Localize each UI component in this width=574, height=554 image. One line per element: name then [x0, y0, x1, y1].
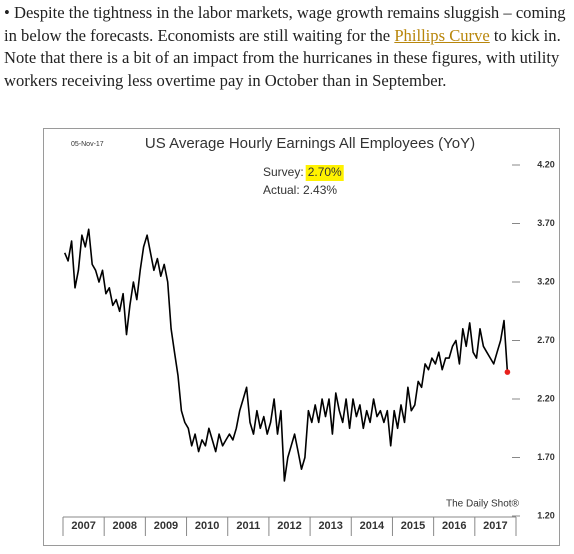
- chart-title: US Average Hourly Earnings All Employees…: [145, 135, 475, 152]
- x-tick-label: 2010: [195, 520, 219, 532]
- y-tick-label: 2.70: [537, 335, 555, 345]
- chart-frame: 05-Nov-17 US Average Hourly Earnings All…: [43, 128, 560, 546]
- x-tick-label: 2014: [360, 520, 385, 532]
- chart-date: 05-Nov-17: [71, 141, 104, 148]
- y-tick-label: 2.20: [537, 393, 555, 403]
- annotation: 2.70%: [308, 165, 342, 179]
- link[interactable]: Phillips Curve: [394, 25, 490, 45]
- chart: 05-Nov-17 US Average Hourly Earnings All…: [62, 135, 555, 536]
- y-tick-label: 3.20: [537, 276, 555, 286]
- line: [63, 228, 509, 482]
- highlight: [305, 165, 344, 181]
- x-tick-label: 2016: [442, 520, 466, 532]
- x-tick-label: 2008: [113, 520, 137, 532]
- x-tick-label: 2015: [401, 520, 425, 532]
- y-tick-label: 1.70: [537, 452, 555, 462]
- paragraph-text: • Despite the tightness in the labor mar…: [4, 3, 566, 45]
- chart-source: The Daily Shot®: [446, 499, 520, 510]
- paragraph-text: to kick in. Note that there is a bit of …: [4, 25, 561, 90]
- annotation: Survey:: [263, 165, 304, 179]
- x-tick-label: 2012: [277, 520, 301, 532]
- x-tick-label: 2017: [483, 520, 507, 532]
- last-point: [504, 369, 511, 375]
- annotation: Actual: 2.43%: [263, 183, 337, 197]
- x-tick-label: 2011: [236, 520, 260, 532]
- x-tick-label: 2009: [154, 520, 178, 532]
- y-tick-label: 3.70: [537, 218, 555, 228]
- y-tick-label: 1.20: [537, 510, 555, 520]
- paragraph: • Despite the tightness in the labor mar…: [4, 2, 570, 92]
- x-tick-label: 2007: [71, 520, 95, 532]
- x-tick-label: 2013: [318, 520, 342, 532]
- y-tick-label: 4.20: [537, 159, 555, 169]
